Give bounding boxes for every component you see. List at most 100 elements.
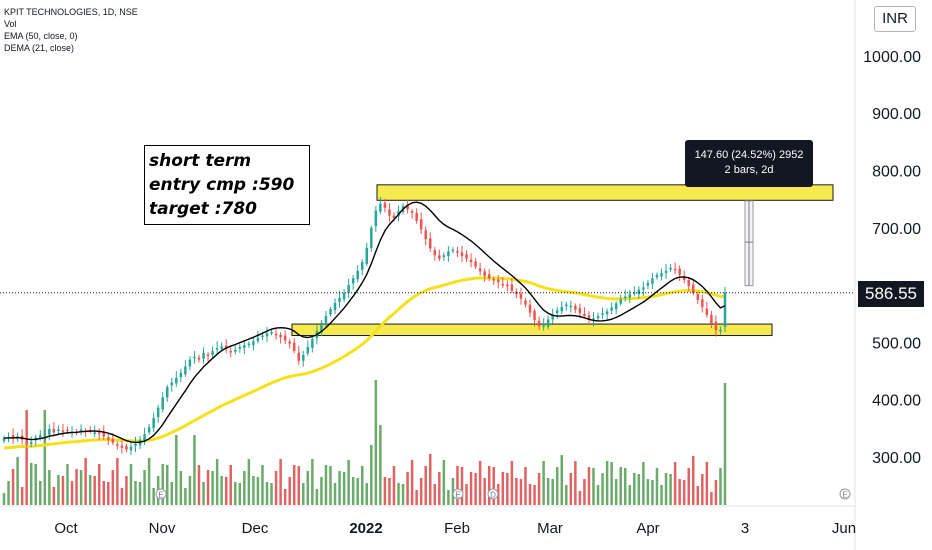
event-marker (487, 488, 499, 500)
candle-body (451, 249, 455, 252)
volume-bar (2, 493, 6, 505)
volume-bar (392, 466, 396, 505)
zones-layer (291, 184, 834, 337)
candle-body (11, 435, 15, 439)
volume-bar (229, 465, 232, 505)
volume-bar (206, 470, 210, 505)
candle-body (460, 252, 464, 256)
volume-bar (456, 466, 459, 505)
volume-bar (338, 471, 341, 505)
candle-body (134, 443, 137, 446)
legend-ema[interactable]: EMA (50, close, 0) (4, 31, 78, 41)
volume-bar (723, 383, 727, 505)
candle-body (419, 219, 423, 230)
volume-bar (20, 487, 24, 505)
volume-bar (48, 470, 51, 505)
y-tick-label: 1000.00 (863, 49, 921, 66)
volume-bar (383, 477, 387, 505)
volume-bar (292, 465, 296, 505)
volume-bar (569, 473, 573, 505)
candle-body (279, 334, 282, 338)
candle-body (682, 276, 686, 280)
candle-body (614, 303, 618, 310)
candle-body (116, 444, 119, 446)
y-tick-label: 700.00 (872, 221, 921, 238)
x-tick-label: 2022 (349, 520, 382, 537)
candle-body (156, 407, 160, 418)
volume-bar (442, 460, 446, 505)
volume-bar (188, 476, 192, 505)
volume-bar (66, 464, 69, 505)
volume-bar (537, 473, 541, 505)
candle-body (578, 308, 582, 314)
candle-body (492, 279, 495, 281)
volume-bar (524, 467, 527, 505)
volume-bar (542, 461, 545, 505)
candle-body (569, 305, 573, 308)
currency-button[interactable]: INR (874, 6, 916, 32)
legend-volume[interactable]: Vol (4, 19, 17, 29)
volume-bar (646, 479, 650, 505)
volume-bar (447, 490, 450, 505)
volume-bar (515, 478, 518, 505)
volume-bar (16, 457, 19, 505)
candle-body (637, 289, 641, 295)
ema-polyline (3, 276, 726, 450)
event-marker (155, 488, 167, 500)
volume-bar (696, 486, 700, 505)
candle-body (487, 274, 491, 279)
volume-bar (152, 488, 155, 505)
volume-bar (347, 460, 350, 505)
last-price-label: 586.55 (858, 281, 924, 307)
event-marker (839, 488, 851, 500)
volume-bar (220, 476, 223, 505)
x-tick-label: Apr (636, 520, 659, 537)
volume-bar (11, 469, 15, 505)
volume-bar (351, 477, 355, 505)
candle-body (360, 262, 364, 270)
candle-body (238, 346, 242, 349)
candle-body (302, 355, 305, 361)
volume-bar (311, 459, 314, 505)
volume-bar (234, 482, 237, 505)
volume-bar (478, 461, 482, 505)
volume-bar (356, 478, 359, 505)
candle-body (723, 292, 727, 327)
volume-bar (379, 425, 382, 505)
legend-symbol[interactable]: KPIT TECHNOLOGIES, 1D, NSE (4, 7, 138, 17)
volume-bar (57, 475, 60, 505)
candle-body (610, 307, 613, 311)
candle-body (710, 314, 713, 324)
candle-body (542, 325, 545, 327)
x-tick-label: Nov (149, 520, 176, 537)
candle-body (687, 279, 690, 287)
volume-bar (424, 466, 427, 505)
volume-bar (574, 461, 577, 505)
volume-bar (687, 468, 690, 505)
measure-tool[interactable] (744, 200, 754, 287)
candle-body (601, 313, 604, 315)
candle-body (533, 310, 536, 321)
candle-body (696, 293, 700, 300)
y-tick-label: 500.00 (872, 335, 921, 352)
candle-body (211, 350, 214, 356)
legend-dema[interactable]: DEMA (21, close) (4, 43, 75, 53)
volume-bar (714, 480, 718, 505)
x-tick-label: Dec (242, 520, 269, 537)
volume-bar (93, 476, 96, 505)
candle-body (379, 203, 382, 212)
candle-body (220, 346, 223, 349)
volume-bar (365, 483, 369, 505)
volume-bar (306, 471, 310, 505)
y-tick-label: 800.00 (872, 164, 921, 181)
candle-body (433, 250, 437, 256)
candle-body (537, 320, 541, 327)
volume-bar (111, 470, 115, 505)
volume-bar (510, 461, 514, 505)
note-box[interactable]: short term entry cmp :590 target :780 (144, 145, 310, 225)
candle-body (565, 304, 568, 307)
volume-bar (34, 464, 37, 505)
volume-bar (433, 484, 437, 505)
candle-body (265, 333, 269, 337)
